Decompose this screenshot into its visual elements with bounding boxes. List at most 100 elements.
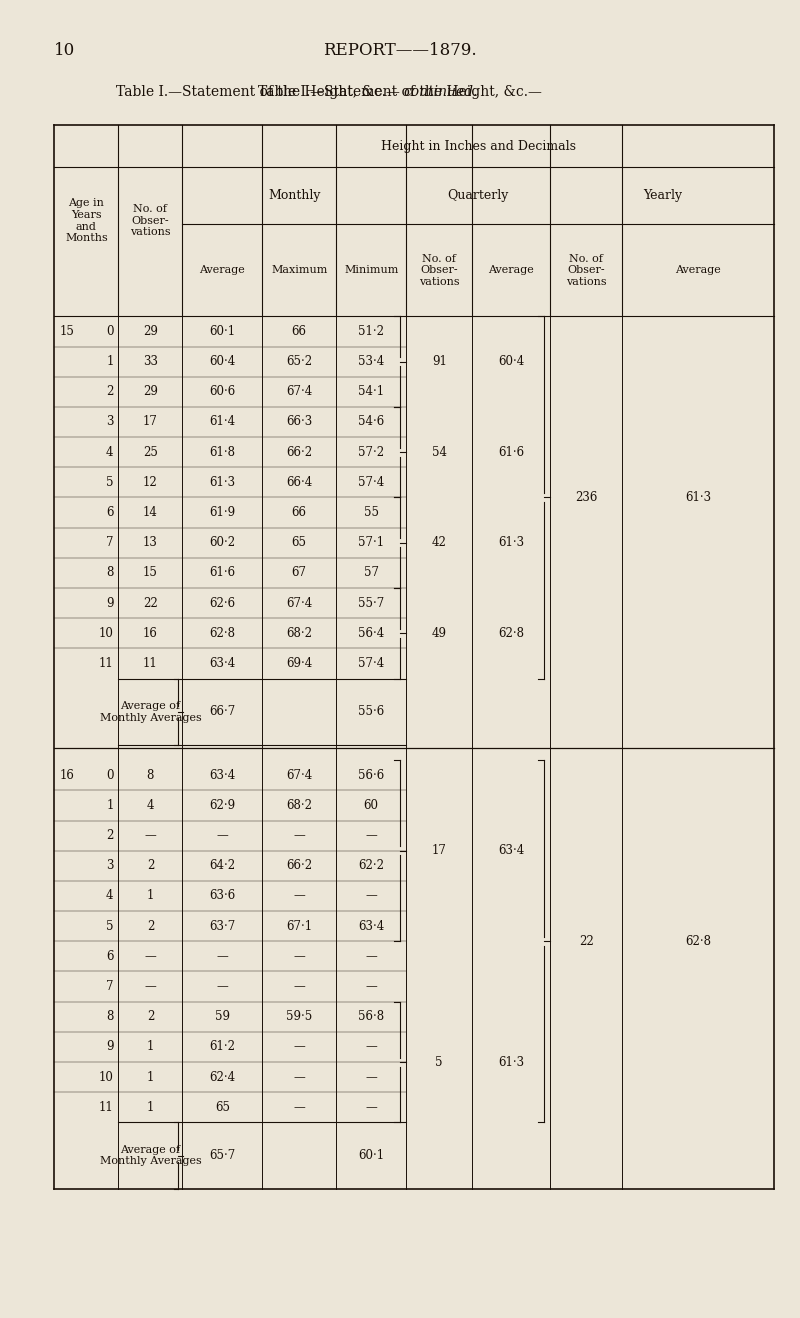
Text: 62·8: 62·8 (210, 627, 235, 639)
Text: 65: 65 (292, 536, 306, 550)
Text: 54: 54 (432, 445, 446, 459)
Text: Quarterly: Quarterly (448, 190, 509, 202)
Text: 66: 66 (292, 506, 306, 519)
Text: —: — (366, 890, 377, 903)
Text: 57·2: 57·2 (358, 445, 384, 459)
Text: Monthly: Monthly (268, 190, 321, 202)
Text: —: — (366, 829, 377, 842)
Text: 56·8: 56·8 (358, 1011, 384, 1023)
Text: 60·4: 60·4 (498, 355, 524, 368)
Text: 29: 29 (143, 385, 158, 398)
Text: 61·8: 61·8 (210, 445, 235, 459)
Text: 11: 11 (99, 1101, 114, 1114)
Text: 5: 5 (106, 476, 114, 489)
Text: 66: 66 (292, 326, 306, 337)
Text: 91: 91 (432, 355, 446, 368)
Text: 11: 11 (99, 656, 114, 670)
Text: 8: 8 (106, 1011, 114, 1023)
Text: 4: 4 (146, 799, 154, 812)
Text: 54·6: 54·6 (358, 415, 384, 428)
Text: 13: 13 (143, 536, 158, 550)
Text: 49: 49 (432, 627, 446, 639)
Text: —: — (366, 950, 377, 963)
Text: 62·2: 62·2 (358, 859, 384, 873)
Text: 56·6: 56·6 (358, 768, 384, 782)
Text: 53·4: 53·4 (358, 355, 384, 368)
Text: —: — (366, 981, 377, 992)
Text: 42: 42 (432, 536, 446, 550)
Text: 61·3: 61·3 (686, 492, 711, 503)
Text: 6: 6 (106, 950, 114, 963)
Text: —: — (294, 829, 305, 842)
Text: 57·4: 57·4 (358, 476, 384, 489)
Text: 10: 10 (98, 627, 114, 639)
Text: —: — (366, 1040, 377, 1053)
Text: Minimum: Minimum (344, 265, 398, 275)
Text: 64·2: 64·2 (210, 859, 235, 873)
Text: 9: 9 (106, 1040, 114, 1053)
Text: 67·1: 67·1 (286, 920, 312, 933)
Text: 61·2: 61·2 (210, 1040, 235, 1053)
Text: Maximum: Maximum (271, 265, 327, 275)
Text: —: — (217, 829, 228, 842)
Text: 65·2: 65·2 (286, 355, 312, 368)
Text: 2: 2 (146, 1011, 154, 1023)
Text: 61·3: 61·3 (498, 536, 524, 550)
Text: 60·2: 60·2 (210, 536, 235, 550)
Text: 60·6: 60·6 (210, 385, 235, 398)
Text: 16: 16 (143, 627, 158, 639)
Text: —: — (366, 1070, 377, 1083)
Text: 4: 4 (106, 445, 114, 459)
Text: 57·4: 57·4 (358, 656, 384, 670)
Text: 29: 29 (143, 326, 158, 337)
Text: —: — (294, 950, 305, 963)
Text: 51·2: 51·2 (358, 326, 384, 337)
Text: continued.: continued. (403, 86, 478, 99)
Text: 60·1: 60·1 (210, 326, 235, 337)
Text: 65: 65 (215, 1101, 230, 1114)
Text: Average: Average (199, 265, 246, 275)
Text: 67: 67 (292, 567, 306, 580)
Text: 12: 12 (143, 476, 158, 489)
Text: 57: 57 (364, 567, 378, 580)
Text: —: — (217, 981, 228, 992)
Text: 2: 2 (106, 829, 114, 842)
Text: 66·2: 66·2 (286, 445, 312, 459)
Text: 14: 14 (143, 506, 158, 519)
Text: Average: Average (488, 265, 534, 275)
Text: No. of
Obser-
vations: No. of Obser- vations (419, 253, 459, 287)
Text: 62·8: 62·8 (686, 934, 711, 948)
Text: 61·3: 61·3 (498, 1056, 524, 1069)
Text: —: — (366, 1101, 377, 1114)
Text: 4: 4 (106, 890, 114, 903)
Text: 1: 1 (146, 1040, 154, 1053)
Text: 60·1: 60·1 (358, 1149, 384, 1162)
Text: 17: 17 (432, 845, 446, 857)
Text: 63·4: 63·4 (210, 656, 235, 670)
Text: 61·4: 61·4 (210, 415, 235, 428)
Text: 10: 10 (54, 42, 76, 58)
Text: 0: 0 (106, 326, 114, 337)
Text: REPORT——1879.: REPORT——1879. (323, 42, 477, 58)
Text: 62·4: 62·4 (210, 1070, 235, 1083)
Text: 67·4: 67·4 (286, 768, 312, 782)
Text: 62·8: 62·8 (498, 627, 524, 639)
Text: 22: 22 (143, 597, 158, 610)
Text: 65·7: 65·7 (210, 1149, 235, 1162)
Text: 67·4: 67·4 (286, 385, 312, 398)
Text: 15: 15 (59, 326, 74, 337)
Text: 63·6: 63·6 (210, 890, 235, 903)
Text: 5: 5 (435, 1056, 443, 1069)
Text: 68·2: 68·2 (286, 627, 312, 639)
Text: 63·4: 63·4 (498, 845, 524, 857)
Text: 1: 1 (106, 799, 114, 812)
Text: 66·4: 66·4 (286, 476, 312, 489)
Text: 236: 236 (575, 492, 598, 503)
Text: 11: 11 (143, 656, 158, 670)
Text: 66·7: 66·7 (210, 705, 235, 718)
Text: —: — (217, 950, 228, 963)
Text: 2: 2 (146, 920, 154, 933)
Text: 16: 16 (59, 768, 74, 782)
Text: 60·4: 60·4 (210, 355, 235, 368)
Text: 10: 10 (98, 1070, 114, 1083)
